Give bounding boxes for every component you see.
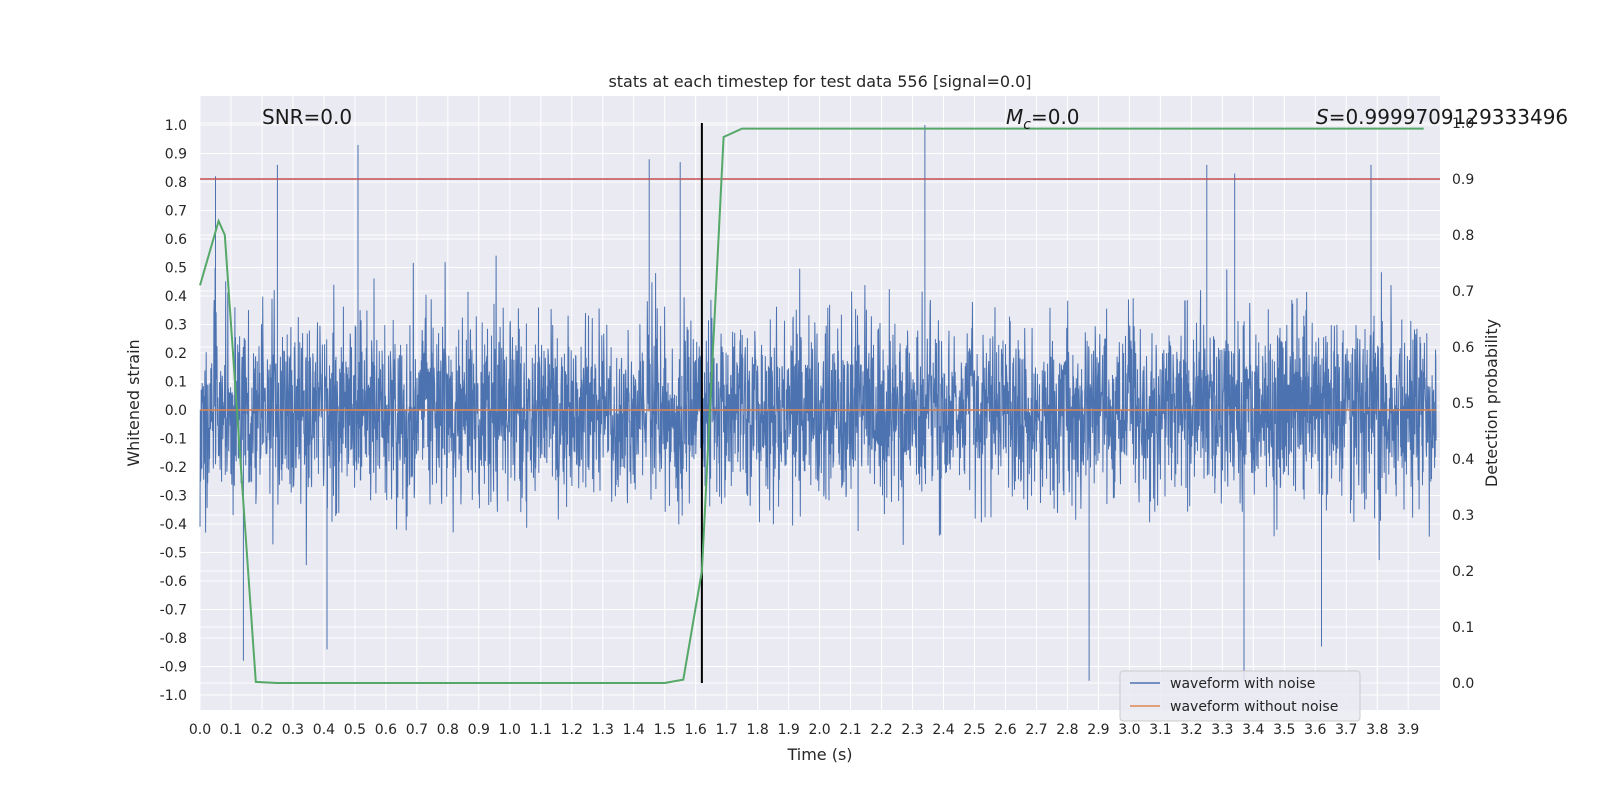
x-tick-label: 3.2 bbox=[1180, 722, 1202, 738]
x-tick-label: 1.9 bbox=[777, 722, 799, 738]
y-tick-label: 0.7 bbox=[165, 204, 187, 220]
x-tick-label: 1.3 bbox=[592, 722, 614, 738]
y-tick-label: -0.8 bbox=[160, 631, 187, 647]
y-tick-label: -0.3 bbox=[160, 489, 187, 505]
y-right-axis-label: Detection probability bbox=[1482, 319, 1501, 487]
y-right-tick-label: 0.6 bbox=[1452, 340, 1474, 356]
s-value: =0.9999709129333496 bbox=[1329, 105, 1568, 129]
x-tick-label: 2.2 bbox=[870, 722, 892, 738]
chart-title: stats at each timestep for test data 556… bbox=[608, 72, 1031, 91]
y-tick-labels: 1.0 0.9 0.8 0.7 0.6 0.5 0.4 0.3 0.2 0.1 0.0 -0.1 -0.… bbox=[160, 118, 187, 704]
y-tick-label: -0.7 bbox=[160, 603, 187, 619]
y-right-tick-label: 0.5 bbox=[1452, 396, 1474, 412]
x-tick-label: 1.6 bbox=[685, 722, 707, 738]
x-tick-label: 0.7 bbox=[406, 722, 428, 738]
y-tick-label: 0.6 bbox=[165, 232, 187, 248]
x-tick-label: 2.1 bbox=[839, 722, 861, 738]
series-waveform-with-noise bbox=[199, 125, 1437, 681]
y-tick-label: 0.0 bbox=[165, 403, 187, 419]
x-tick-label: 1.5 bbox=[654, 722, 676, 738]
y-tick-label: 0.8 bbox=[165, 175, 187, 191]
x-tick-label: 3.5 bbox=[1273, 722, 1295, 738]
x-tick-label: 0.5 bbox=[344, 722, 366, 738]
y-tick-label: -0.1 bbox=[160, 432, 187, 448]
x-tick-label: 1.7 bbox=[716, 722, 738, 738]
x-tick-label: 1.4 bbox=[623, 722, 645, 738]
x-tick-label: 0.4 bbox=[313, 722, 335, 738]
y-tick-label: -0.4 bbox=[160, 517, 187, 533]
x-tick-label: 3.0 bbox=[1118, 722, 1140, 738]
s-symbol: S bbox=[1316, 105, 1329, 129]
y-tick-label: 0.3 bbox=[165, 318, 187, 334]
y-right-tick-labels: 1.0 0.9 0.8 0.7 0.6 0.5 0.4 0.3 0.2 0.1 0.0 bbox=[1452, 116, 1474, 692]
plot-area bbox=[199, 123, 1440, 684]
y-right-tick-label: 0.4 bbox=[1452, 452, 1474, 468]
x-tick-label: 2.3 bbox=[901, 722, 923, 738]
y-tick-label: 1.0 bbox=[165, 118, 187, 134]
x-tick-label: 3.7 bbox=[1335, 722, 1357, 738]
x-tick-label: 0.9 bbox=[468, 722, 490, 738]
s-annotation: S=0.9999709129333496 bbox=[1316, 105, 1568, 129]
mc-symbol: M bbox=[1006, 105, 1023, 129]
y-tick-label: 0.5 bbox=[165, 261, 187, 277]
y-tick-label: -0.2 bbox=[160, 460, 187, 476]
x-tick-labels: 0.0 0.1 0.2 0.3 0.4 0.5 0.6 0.7 0.8 0.9 1.0 1.1 1.2 1… bbox=[189, 722, 1419, 738]
x-tick-label: 1.2 bbox=[561, 722, 583, 738]
y-tick-label: -0.6 bbox=[160, 574, 187, 590]
snr-annotation: SNR=0.0 bbox=[262, 105, 352, 129]
mc-subscript: c bbox=[1023, 117, 1031, 133]
mc-annotation: Mc=0.0 bbox=[1006, 105, 1080, 133]
y-tick-label: 0.2 bbox=[165, 346, 187, 362]
x-tick-label: 3.9 bbox=[1397, 722, 1419, 738]
y-right-tick-label: 0.7 bbox=[1452, 284, 1474, 300]
x-tick-label: 0.0 bbox=[189, 722, 211, 738]
y-right-tick-label: 0.8 bbox=[1452, 228, 1474, 244]
x-tick-label: 0.2 bbox=[251, 722, 273, 738]
x-tick-label: 2.7 bbox=[1025, 722, 1047, 738]
x-tick-label: 3.4 bbox=[1242, 722, 1264, 738]
legend-box bbox=[1119, 670, 1361, 722]
x-tick-label: 1.0 bbox=[499, 722, 521, 738]
y-tick-label: -1.0 bbox=[160, 688, 187, 704]
y-tick-label: 0.1 bbox=[165, 375, 187, 391]
y-right-tick-label: 1.0 bbox=[1452, 116, 1474, 132]
x-tick-label: 2.4 bbox=[932, 722, 954, 738]
x-tick-label: 0.6 bbox=[375, 722, 397, 738]
x-tick-label: 2.0 bbox=[808, 722, 830, 738]
x-tick-label: 2.6 bbox=[994, 722, 1016, 738]
y-right-tick-label: 0.3 bbox=[1452, 508, 1474, 524]
x-tick-label: 2.5 bbox=[963, 722, 985, 738]
y-right-tick-label: 0.2 bbox=[1452, 564, 1474, 580]
x-tick-label: 3.6 bbox=[1304, 722, 1326, 738]
x-tick-label: 2.9 bbox=[1087, 722, 1109, 738]
legend-label-waveform-with-noise: waveform with noise bbox=[1170, 676, 1315, 692]
y-tick-label: 0.4 bbox=[165, 289, 187, 305]
y-right-tick-label: 0.0 bbox=[1452, 676, 1474, 692]
series-detection-probability bbox=[199, 127, 1424, 684]
x-tick-label: 3.1 bbox=[1149, 722, 1171, 738]
x-tick-label: 0.3 bbox=[282, 722, 304, 738]
y-tick-label: -0.5 bbox=[160, 546, 187, 562]
y-axis-label: Whitened strain bbox=[124, 339, 143, 466]
x-tick-label: 1.8 bbox=[747, 722, 769, 738]
x-axis-label: Time (s) bbox=[786, 745, 852, 764]
x-tick-label: 1.1 bbox=[530, 722, 552, 738]
grid bbox=[199, 96, 1440, 710]
x-tick-label: 3.8 bbox=[1366, 722, 1388, 738]
y-right-tick-label: 0.9 bbox=[1452, 172, 1474, 188]
y-tick-label: 0.9 bbox=[165, 147, 187, 163]
y-tick-label: -0.9 bbox=[160, 660, 187, 676]
mc-value: =0.0 bbox=[1031, 105, 1080, 129]
x-tick-label: 3.3 bbox=[1211, 722, 1233, 738]
x-tick-label: 2.8 bbox=[1056, 722, 1078, 738]
legend: waveform with noise waveform without noi… bbox=[1119, 670, 1361, 722]
x-tick-label: 0.8 bbox=[437, 722, 459, 738]
legend-label-waveform-without-noise: waveform without noise bbox=[1170, 699, 1338, 715]
y-right-tick-label: 0.1 bbox=[1452, 620, 1474, 636]
x-tick-label: 0.1 bbox=[220, 722, 242, 738]
